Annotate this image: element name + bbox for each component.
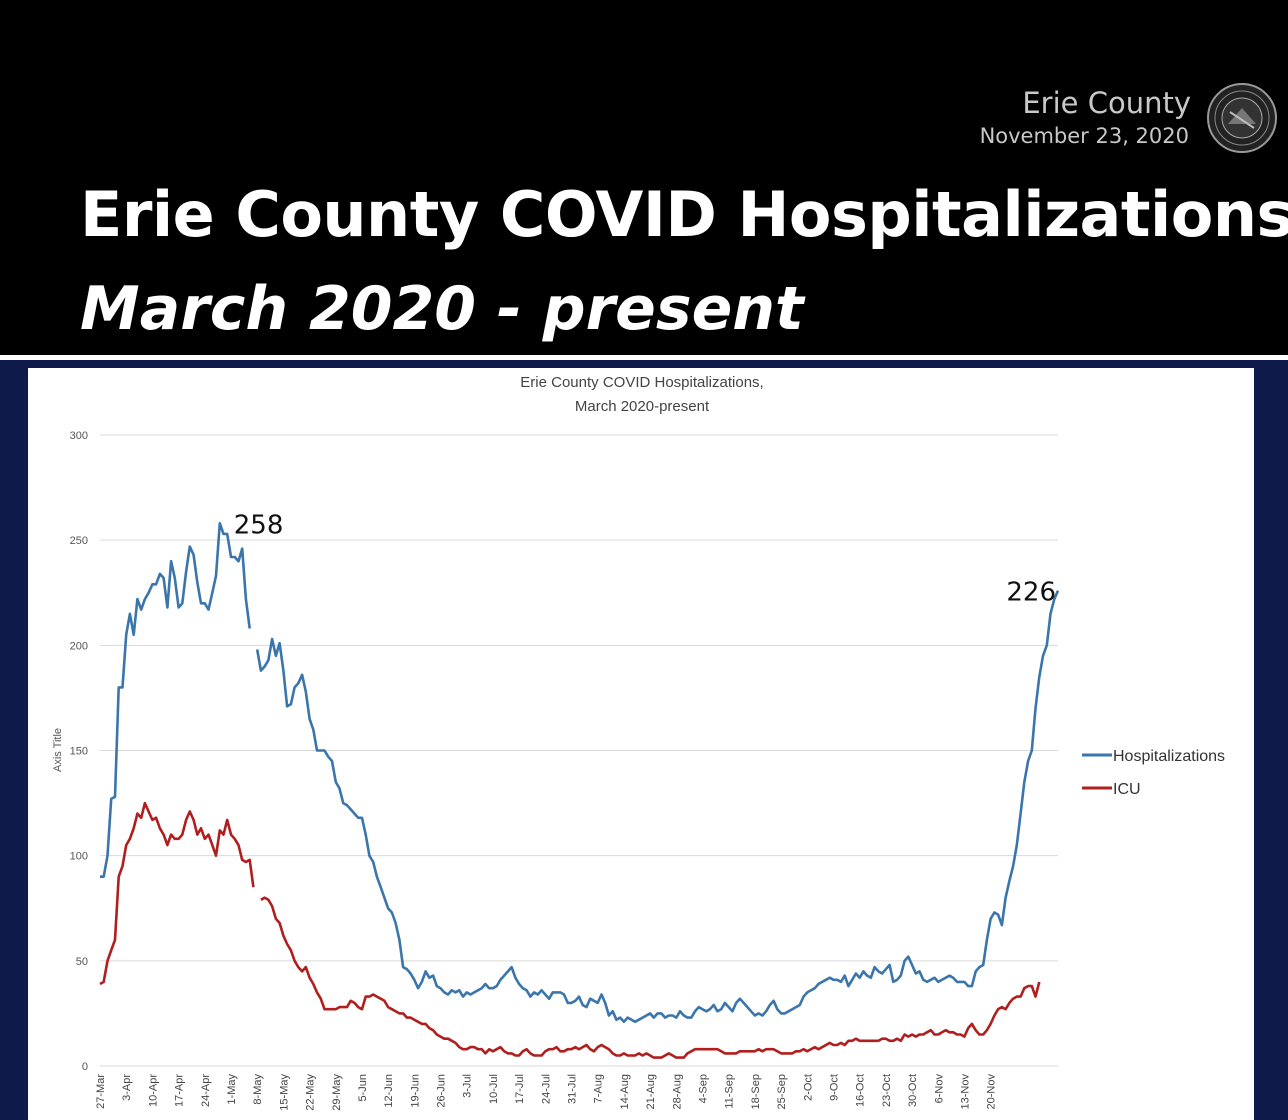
x-tick-label: 9-Oct <box>828 1074 840 1101</box>
legend: Hospitalizations ICU <box>1082 748 1225 798</box>
chart-title-line2: March 2020-present <box>575 398 710 415</box>
x-tick-label: 29-May <box>331 1074 343 1111</box>
x-axis: 27-Mar 3-Apr 10-Apr 17-Apr 24-Apr 1-May 8-May 1… <box>95 1074 998 1111</box>
x-tick-label: 13-Nov <box>959 1074 971 1110</box>
x-tick-label: 8-May <box>252 1074 264 1105</box>
series-lines <box>99 522 1060 1059</box>
county-seal-icon <box>1207 83 1277 153</box>
organization-name: Erie County <box>1022 86 1191 120</box>
x-tick-label: 30-Oct <box>907 1074 919 1107</box>
legend-label: ICU <box>1113 781 1141 798</box>
x-tick-label: 4-Sep <box>697 1074 709 1103</box>
x-tick-label: 10-Apr <box>147 1074 159 1107</box>
x-tick-label: 31-Jul <box>567 1074 579 1104</box>
x-tick-label: 21-Aug <box>645 1074 657 1109</box>
y-tick-label: 0 <box>82 1061 88 1073</box>
x-tick-label: 23-Oct <box>881 1074 893 1107</box>
x-tick-label: 26-Jun <box>436 1074 448 1108</box>
page-title: Erie County COVID Hospitalizations <box>80 178 1288 251</box>
y-tick-label: 100 <box>70 851 88 863</box>
gridlines <box>100 434 1058 1067</box>
x-tick-label: 20-Nov <box>986 1074 998 1110</box>
x-tick-label: 2-Oct <box>802 1074 814 1101</box>
x-tick-label: 24-Jul <box>540 1074 552 1104</box>
y-tick-label: 300 <box>70 430 88 442</box>
hospitalizations-chart: 0 50 100 150 200 250 300 27-Mar 3-Apr 10-Apr 17-A… <box>52 374 1225 1111</box>
x-tick-label: 14-Aug <box>619 1074 631 1109</box>
y-tick-label: 250 <box>70 535 88 547</box>
annotations: 258 226 <box>234 510 1056 607</box>
x-tick-label: 28-Aug <box>671 1074 683 1109</box>
header-divider <box>0 355 1288 360</box>
icu-series-line <box>99 801 1041 1059</box>
y-axis: 0 50 100 150 200 250 300 <box>70 430 88 1073</box>
x-tick-label: 22-May <box>305 1074 317 1111</box>
x-tick-label: 19-Jun <box>409 1074 421 1108</box>
y-tick-label: 50 <box>76 956 88 968</box>
x-tick-label: 6-Nov <box>933 1074 945 1104</box>
x-tick-label: 3-Apr <box>121 1074 133 1101</box>
peak-annotation: 226 <box>1006 578 1056 608</box>
x-tick-label: 17-Jul <box>514 1074 526 1104</box>
y-tick-label: 150 <box>70 746 88 758</box>
presentation-date: November 23, 2020 <box>979 124 1189 148</box>
x-tick-label: 25-Sep <box>776 1074 788 1109</box>
peak-annotation: 258 <box>234 510 284 540</box>
x-tick-label: 10-Jul <box>488 1074 500 1104</box>
x-tick-label: 27-Mar <box>95 1074 107 1109</box>
chart-title: Erie County COVID Hospitalizations, <box>520 374 763 391</box>
slide-header: Erie County November 23, 2020 Erie Count… <box>0 0 1288 355</box>
x-tick-label: 18-Sep <box>750 1074 762 1109</box>
x-tick-label: 3-Jul <box>462 1074 474 1098</box>
legend-label: Hospitalizations <box>1113 748 1225 765</box>
x-tick-label: 16-Oct <box>855 1074 867 1107</box>
x-tick-label: 15-May <box>278 1074 290 1111</box>
y-tick-label: 200 <box>70 640 88 652</box>
y-axis-label: Axis Title <box>52 728 64 772</box>
x-tick-label: 11-Sep <box>724 1074 736 1109</box>
page-subtitle: March 2020 - present <box>80 274 804 344</box>
x-tick-label: 24-Apr <box>200 1074 212 1107</box>
hospitalizations-series-line <box>100 522 1060 1024</box>
chart-panel: 0 50 100 150 200 250 300 27-Mar 3-Apr 10-Apr 17-A… <box>28 368 1254 1120</box>
x-tick-label: 5-Jun <box>357 1074 369 1102</box>
x-tick-label: 12-Jun <box>383 1074 395 1108</box>
x-tick-label: 1-May <box>226 1074 238 1105</box>
x-tick-label: 17-Apr <box>174 1074 186 1107</box>
x-tick-label: 7-Aug <box>593 1074 605 1103</box>
